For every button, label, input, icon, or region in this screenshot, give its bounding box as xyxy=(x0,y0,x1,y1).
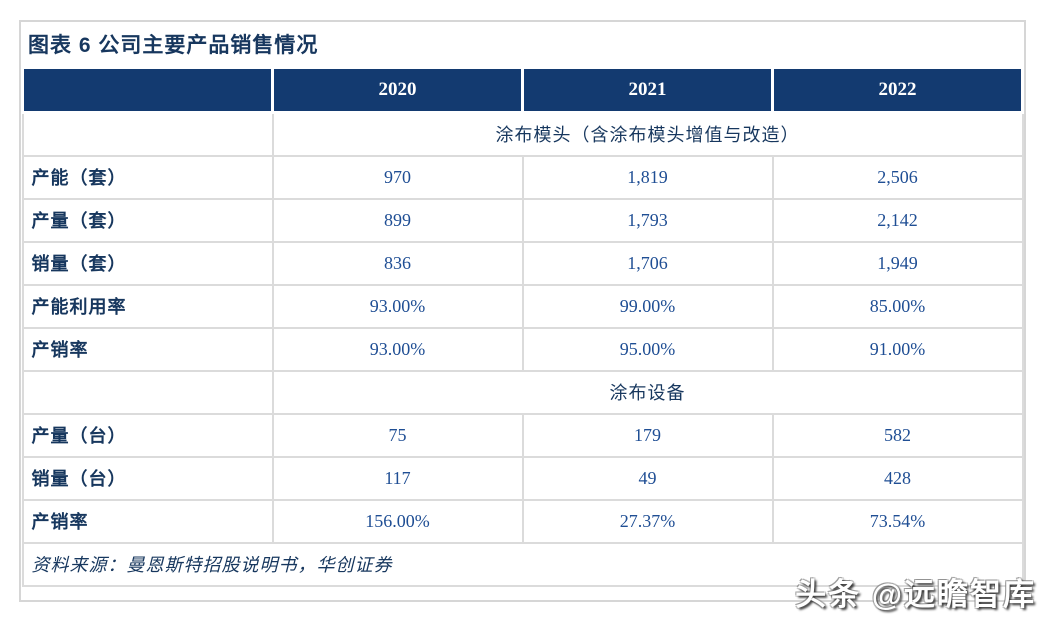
corner-empty-cell xyxy=(21,66,274,114)
value-cell: 836 xyxy=(271,240,524,286)
table-row: 销量（套） 836 1,706 1,949 xyxy=(21,240,1024,286)
year-header-row: 2020 2021 2022 xyxy=(21,66,1024,114)
value-cell: 1,819 xyxy=(521,154,774,200)
row-label: 产能（套） xyxy=(21,154,274,200)
value-cell: 1,793 xyxy=(521,197,774,243)
value-cell: 1,949 xyxy=(771,240,1024,286)
section-header-row: 涂布设备 xyxy=(21,369,1024,415)
value-cell: 156.00% xyxy=(271,498,524,544)
table-row: 产能利用率 93.00% 99.00% 85.00% xyxy=(21,283,1024,329)
table-row: 产能（套） 970 1,819 2,506 xyxy=(21,154,1024,200)
empty-label-cell xyxy=(21,369,274,415)
row-label: 销量（台） xyxy=(21,455,274,501)
value-cell: 75 xyxy=(271,412,524,458)
value-cell: 179 xyxy=(521,412,774,458)
value-cell: 93.00% xyxy=(271,283,524,329)
row-label: 产量（台） xyxy=(21,412,274,458)
value-cell: 49 xyxy=(521,455,774,501)
row-label: 销量（套） xyxy=(21,240,274,286)
row-label: 产销率 xyxy=(21,326,274,372)
section-header-coating-die: 涂布模头（含涂布模头增值与改造） xyxy=(271,111,1024,157)
source-row: 资料来源：曼恩斯特招股说明书，华创证券 xyxy=(21,541,1024,587)
value-cell: 95.00% xyxy=(521,326,774,372)
product-sales-table: 2020 2021 2022 涂布模头（含涂布模头增值与改造） 产能（套） 97… xyxy=(21,66,1024,587)
value-cell: 1,706 xyxy=(521,240,774,286)
watermark-toutiao-yuanzhan: 头条 @远瞻智库 xyxy=(795,577,1036,612)
value-cell: 582 xyxy=(771,412,1024,458)
empty-label-cell xyxy=(21,111,274,157)
table-row: 销量（台） 117 49 428 xyxy=(21,455,1024,501)
year-header-2021: 2021 xyxy=(521,66,774,114)
value-cell: 899 xyxy=(271,197,524,243)
value-cell: 117 xyxy=(271,455,524,501)
row-label: 产销率 xyxy=(21,498,274,544)
year-header-2022: 2022 xyxy=(771,66,1024,114)
year-header-2020: 2020 xyxy=(271,66,524,114)
value-cell: 970 xyxy=(271,154,524,200)
table-row: 产销率 93.00% 95.00% 91.00% xyxy=(21,326,1024,372)
row-label: 产量（套） xyxy=(21,197,274,243)
figure-table-card: 图表 6 公司主要产品销售情况 2020 2021 2022 涂布模头（含涂布模… xyxy=(19,20,1026,602)
value-cell: 428 xyxy=(771,455,1024,501)
value-cell: 2,142 xyxy=(771,197,1024,243)
section-header-row: 涂布模头（含涂布模头增值与改造） xyxy=(21,111,1024,157)
value-cell: 2,506 xyxy=(771,154,1024,200)
figure-title: 图表 6 公司主要产品销售情况 xyxy=(28,34,319,57)
value-cell: 91.00% xyxy=(771,326,1024,372)
table-row: 产量（套） 899 1,793 2,142 xyxy=(21,197,1024,243)
value-cell: 73.54% xyxy=(771,498,1024,544)
table-row: 产量（台） 75 179 582 xyxy=(21,412,1024,458)
value-cell: 27.37% xyxy=(521,498,774,544)
value-cell: 85.00% xyxy=(771,283,1024,329)
value-cell: 93.00% xyxy=(271,326,524,372)
section-header-coating-equipment: 涂布设备 xyxy=(271,369,1024,415)
data-source-note: 资料来源：曼恩斯特招股说明书，华创证券 xyxy=(21,541,1024,587)
row-label: 产能利用率 xyxy=(21,283,274,329)
table-row: 产销率 156.00% 27.37% 73.54% xyxy=(21,498,1024,544)
value-cell: 99.00% xyxy=(521,283,774,329)
